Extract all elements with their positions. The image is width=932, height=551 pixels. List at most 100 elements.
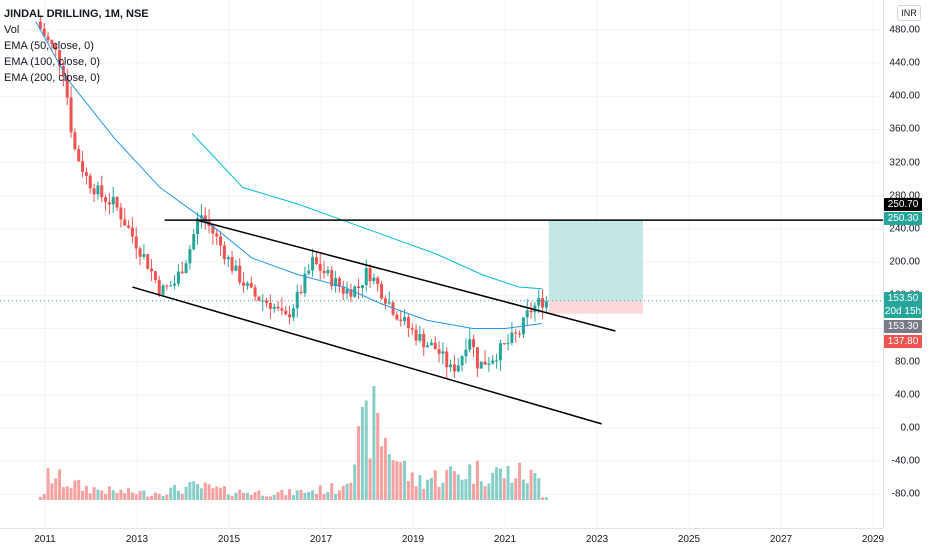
candle-body [395,314,399,320]
candle-body [211,225,215,234]
indicator-ema100[interactable]: EMA (100, close, 0) [4,56,100,68]
volume-bar [487,483,491,500]
symbol-title[interactable]: JINDAL DRILLING, 1M, NSE [4,8,149,20]
candle-body [345,289,349,294]
candle-body [487,363,491,365]
price-badge: 153.50 20d 15h [884,292,922,318]
candle-body [84,172,88,176]
candle-body [518,333,522,335]
candle-body [100,185,104,198]
indicator-ema50[interactable]: EMA (50, close, 0) [4,40,94,52]
candle-body [541,298,545,308]
time-axis[interactable]: 2011 2013 2015 2017 2019 2021 2023 2025 2027 2029 [0,528,884,551]
currency-badge[interactable]: INR [897,5,921,21]
volume-bar [314,493,318,500]
volume-bar [525,483,529,500]
candle-body [544,301,548,308]
candle-body [165,285,169,287]
candle-body [410,328,414,330]
volume-bar [268,496,272,500]
candle-body [176,271,180,284]
candle-body [437,349,441,354]
volume-bar [445,470,449,500]
volume-bar [92,487,96,500]
price-badge: 137.80 [884,335,922,348]
volume-bar [276,492,280,500]
candle-body [326,270,330,274]
volume-bar [441,482,445,500]
volume-bar [544,497,548,500]
volume-bar [161,495,165,500]
volume-bar [395,461,399,500]
candle-body [242,282,246,286]
indicator-volume[interactable]: Vol [4,24,20,36]
candle-body [226,257,230,260]
volume-bar [406,481,410,500]
candle-body [399,319,403,322]
price-tick-label: 0.00 [900,422,920,434]
price-tick-label: 80.00 [894,356,920,368]
candle-body [249,283,253,288]
candle-body [295,291,299,309]
volume-bar [475,460,479,500]
volume-bar [345,483,349,500]
chart-legend: JINDAL DRILLING, 1M, NSE Vol EMA (50, cl… [4,6,149,86]
volume-bar [464,479,468,500]
candle-body [445,351,449,368]
candle-body [406,317,410,329]
candle-body [307,270,311,274]
volume-bar [299,489,303,500]
volume-bar [119,489,123,500]
candle-body [403,317,407,322]
volume-bar [429,477,433,500]
candle-body [265,300,269,303]
candle-body [426,345,430,348]
candle-body [173,283,177,286]
candle-body [77,149,81,162]
indicator-ema200[interactable]: EMA (200, close, 0) [4,72,100,84]
volume-bar [196,483,200,500]
volume-bar [502,478,506,500]
volume-bar [284,495,288,500]
time-tick-label: 2023 [585,534,609,545]
price-tick-label: -80.00 [891,488,920,500]
chart-pane[interactable]: JINDAL DRILLING, 1M, NSE Vol EMA (50, cl… [0,0,883,528]
candle-body [456,365,460,372]
volume-bar [265,496,269,500]
candle-body [146,254,150,269]
volume-bar [307,491,311,500]
volume-bar [73,480,77,500]
volume-bar [533,473,537,500]
volume-bar [127,488,131,500]
candle-body [491,360,495,364]
volume-bar [295,490,299,500]
candle-body [349,289,353,297]
volume-bar [357,426,361,500]
volume-bar [495,467,499,500]
volume-bar [77,479,81,500]
candle-body [130,227,134,237]
volume-bar [207,484,211,500]
volume-bar [326,492,330,500]
price-badge: 250.30 [884,212,922,225]
volume-bar [192,481,196,500]
volume-bar [498,468,502,500]
price-chart[interactable] [0,0,883,528]
volume-bar [337,490,341,500]
candle-body [203,215,207,221]
volume-bar [291,495,295,500]
candle-body [88,175,92,189]
volume-bar [456,474,460,500]
price-badge: 250.70 [884,198,922,211]
channel-trendline [196,219,616,332]
candle-body [322,270,326,274]
volume-bar [153,492,157,500]
price-axis[interactable]: INR 480.00 440.00 400.00 360.00 320.00 280.00… [883,0,932,528]
time-tick-label: 2015 [217,534,241,545]
volume-bar [468,464,472,500]
price-badge-value: 250.30 [887,213,919,224]
volume-bar [437,486,441,500]
volume-bar [81,490,85,500]
volume-bar [426,479,430,500]
ema100-line [191,133,542,290]
